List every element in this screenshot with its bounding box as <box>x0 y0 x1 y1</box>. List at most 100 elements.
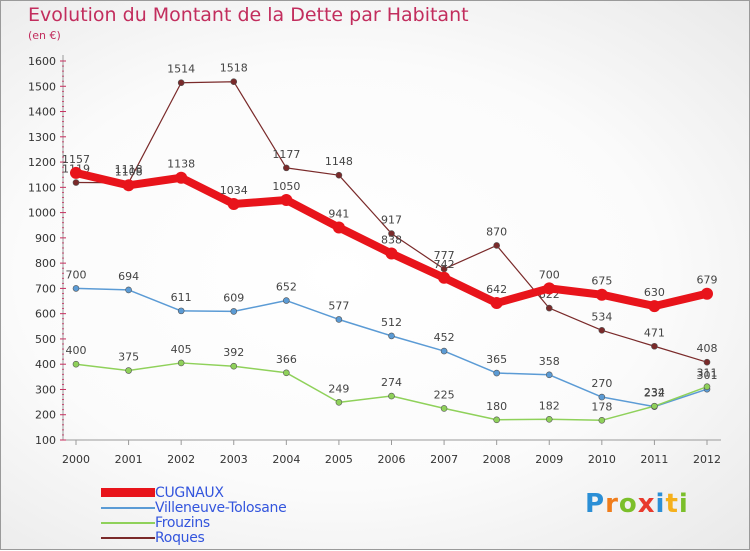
legend-item: Roques <box>101 530 286 546</box>
data-label: 274 <box>381 376 402 389</box>
x-tick-label: 2011 <box>640 453 668 466</box>
legend-item: CUGNAUX <box>101 484 286 501</box>
data-point <box>332 221 345 234</box>
data-label: 1034 <box>220 184 248 197</box>
data-point <box>283 297 290 304</box>
data-point <box>227 198 240 211</box>
data-label: 577 <box>328 299 349 312</box>
data-point <box>703 383 711 390</box>
data-point <box>280 193 293 206</box>
data-point <box>230 362 238 370</box>
y-tick-label: 1100 <box>28 181 56 194</box>
data-point <box>283 369 290 377</box>
data-point <box>493 369 500 377</box>
data-point <box>230 78 238 86</box>
x-tick-label: 2001 <box>115 453 143 466</box>
logo-letter: i <box>678 489 689 519</box>
data-label: 182 <box>539 399 560 412</box>
y-tick-label: 700 <box>35 282 56 295</box>
x-tick-label: 2006 <box>378 453 406 466</box>
logo-letter: P <box>585 489 606 519</box>
data-point <box>283 164 290 172</box>
x-tick-label: 2005 <box>325 453 353 466</box>
data-label: 941 <box>328 208 349 221</box>
y-tick-label: 600 <box>35 308 56 321</box>
data-label: 311 <box>697 367 718 380</box>
logo-letter: o <box>618 489 638 519</box>
data-label: 270 <box>591 377 612 390</box>
y-tick-label: 1500 <box>28 80 56 93</box>
data-point <box>122 179 135 192</box>
data-label: 700 <box>539 268 560 281</box>
data-label: 611 <box>171 291 192 304</box>
data-label: 700 <box>66 268 87 281</box>
data-label: 452 <box>434 331 455 344</box>
y-tick-label: 300 <box>35 383 56 396</box>
legend-swatch <box>101 506 155 509</box>
data-label: 400 <box>66 344 87 357</box>
data-point <box>490 297 503 310</box>
data-point <box>598 393 606 401</box>
legend: CUGNAUX Villeneuve-Tolosane Frouzins Roques <box>101 484 287 546</box>
data-point <box>703 358 711 366</box>
data-point <box>72 285 80 292</box>
data-label: 609 <box>223 291 244 304</box>
y-tick-label: 900 <box>35 232 56 245</box>
data-point <box>175 171 188 184</box>
x-tick-label: 2008 <box>483 453 511 466</box>
data-point <box>388 392 395 400</box>
x-tick-label: 2004 <box>272 453 300 466</box>
data-label: 375 <box>118 351 139 364</box>
x-tick-label: 2009 <box>535 453 563 466</box>
data-label: 1148 <box>325 155 353 168</box>
data-point <box>125 367 132 374</box>
data-label: 392 <box>223 346 244 359</box>
data-point <box>598 416 606 424</box>
logo-letter: t <box>665 489 679 519</box>
data-point <box>545 304 553 312</box>
data-point <box>493 416 500 424</box>
y-tick-label: 400 <box>35 358 56 371</box>
y-tick-label: 800 <box>35 257 56 270</box>
data-label: 178 <box>591 400 612 413</box>
data-label: 405 <box>171 343 192 356</box>
data-point <box>385 247 398 260</box>
data-point <box>545 371 553 379</box>
legend-swatch <box>101 521 155 524</box>
data-label: 225 <box>434 388 455 401</box>
data-label: 742 <box>434 258 455 271</box>
data-point <box>177 359 185 367</box>
data-label: 652 <box>276 281 297 294</box>
data-label: 180 <box>486 400 507 413</box>
y-tick-label: 1600 <box>28 55 56 68</box>
data-label: 234 <box>644 386 665 399</box>
series-line-frouzins <box>75 362 708 422</box>
y-tick-label: 100 <box>35 434 56 447</box>
legend-label: Frouzins <box>155 514 210 531</box>
data-label: 471 <box>644 326 665 339</box>
data-label: 675 <box>591 275 612 288</box>
logo-letter: i <box>655 489 666 519</box>
data-label: 358 <box>539 355 560 368</box>
data-point <box>493 242 500 249</box>
data-label: 777 <box>434 249 455 262</box>
legend-label: CUGNAUX <box>155 484 224 501</box>
x-tick-label: 2003 <box>220 453 248 466</box>
data-point <box>701 287 713 300</box>
chart-subtitle: (en €) <box>28 29 61 42</box>
data-point <box>230 308 238 315</box>
data-point <box>651 402 658 410</box>
data-label: 534 <box>591 310 612 323</box>
x-tick-label: 2007 <box>430 453 458 466</box>
x-tick-label: 2002 <box>167 453 195 466</box>
data-point <box>543 282 556 295</box>
data-point <box>651 342 658 350</box>
data-label: 1118 <box>115 163 143 176</box>
data-point <box>335 316 343 323</box>
data-label: 365 <box>486 353 507 366</box>
data-label: 838 <box>381 234 402 247</box>
data-label: 1518 <box>220 62 248 75</box>
chart-title: Evolution du Montant de la Dette par Hab… <box>28 4 469 26</box>
